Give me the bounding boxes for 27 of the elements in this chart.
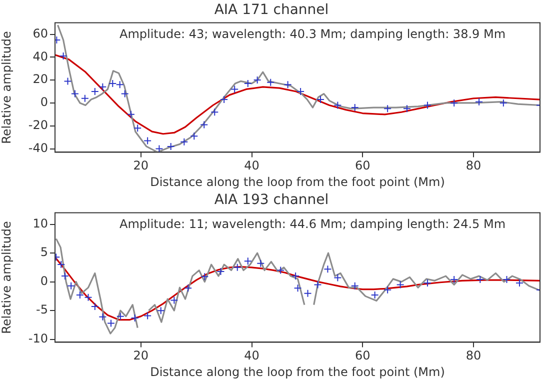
chart-title: AIA 171 channel	[214, 2, 329, 18]
y-axis-title: Relative amplitude	[0, 31, 14, 144]
x-tick-label: 80	[466, 348, 482, 363]
y-tick-label: 0	[40, 274, 48, 288]
annotation: Amplitude: 11; wavelength: 44.6 Mm; damping length: 24.5 Mm	[119, 216, 506, 231]
x-tick-label: 40	[244, 158, 260, 173]
y-axis-title: Relative amplitude	[0, 221, 14, 334]
y-tick-label: 0	[40, 95, 48, 110]
x-tick-label: 20	[133, 158, 149, 173]
annotation: Amplitude: 43; wavelength: 40.3 Mm; damping length: 38.9 Mm	[119, 26, 506, 41]
x-tick-label: 40	[244, 348, 260, 363]
y-tick-label: -40	[28, 140, 48, 155]
y-tick-label: -10	[28, 331, 48, 346]
y-tick-label: 5	[40, 245, 48, 260]
x-tick-label: 60	[354, 158, 370, 173]
y-tick-label: -20	[28, 118, 48, 132]
x-tick-label: 80	[466, 158, 482, 173]
x-tick-label: 20	[133, 348, 149, 363]
y-tick-label: 60	[32, 26, 48, 40]
y-tick-label: 40	[32, 49, 48, 64]
x-tick-label: 60	[354, 348, 370, 363]
chart-title: AIA 193 channel	[214, 192, 329, 208]
y-tick-label: 20	[32, 72, 48, 86]
x-axis-title: Distance along the loop from the foot point (Mm)	[150, 364, 445, 379]
y-tick-label: -5	[36, 302, 48, 317]
x-axis-title: Distance along the loop from the foot point (Mm)	[150, 174, 445, 189]
y-tick-label: 10	[32, 216, 48, 230]
